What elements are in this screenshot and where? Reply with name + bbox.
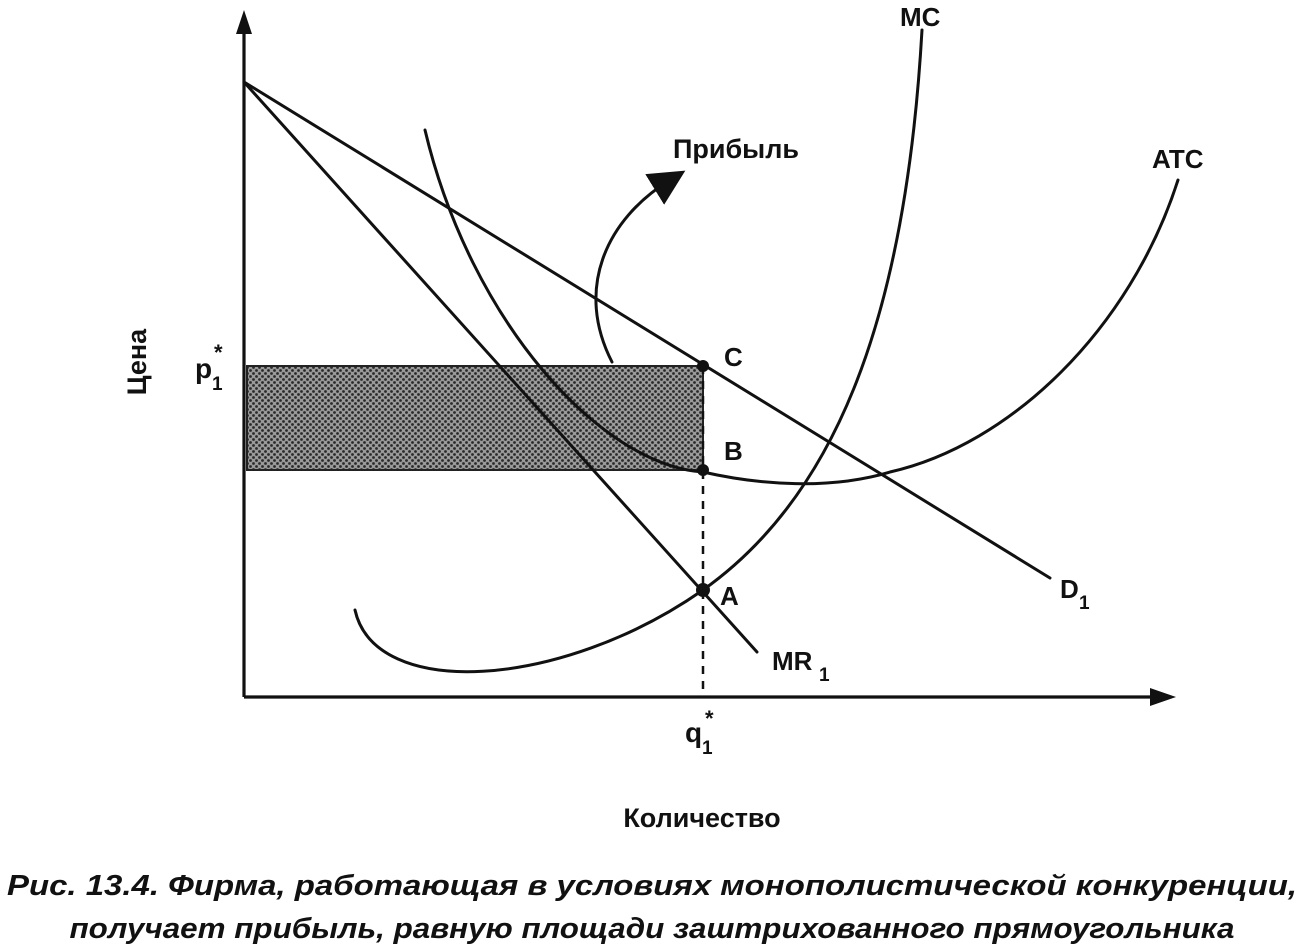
p1-label-sub: 1 (212, 374, 223, 395)
profit-label: Прибыль (673, 134, 799, 164)
caption-line-2: получает прибыль, равную площади заштрих… (70, 913, 1235, 945)
point-a-marker (696, 583, 710, 597)
p1-label: p (195, 353, 212, 384)
x-axis-title: Количество (623, 803, 780, 833)
profit-arrow (594, 170, 686, 364)
point-c-label: C (724, 342, 743, 372)
p1-label-sup: * (214, 340, 223, 365)
y-axis-title: Цена (122, 328, 152, 395)
atc-curve (423, 128, 1180, 486)
y-axis-arrow (236, 10, 252, 34)
point-a-label: A (720, 581, 739, 611)
point-b-marker (697, 464, 709, 476)
mr-label: MR (772, 646, 813, 676)
demand-label: D (1060, 574, 1079, 604)
point-b-label: B (724, 436, 743, 466)
mc-label: MC (900, 2, 941, 32)
axes (236, 10, 1176, 706)
demand-label-sub: 1 (1079, 593, 1090, 614)
x-axis-arrow (1150, 688, 1176, 706)
q1-label-sup: * (705, 706, 714, 731)
q1-label: q (685, 717, 702, 748)
caption-line-1: Рис. 13.4. Фирма, работающая в условиях … (7, 870, 1297, 902)
mr-label-sub: 1 (819, 665, 830, 686)
profit-area (246, 365, 704, 471)
mc-curve (353, 28, 924, 674)
atc-label: ATC (1152, 144, 1204, 174)
point-c-marker (697, 360, 709, 372)
mr-curve (242, 80, 759, 654)
demand-curve (242, 80, 1052, 580)
q1-label-sub: 1 (702, 738, 713, 759)
